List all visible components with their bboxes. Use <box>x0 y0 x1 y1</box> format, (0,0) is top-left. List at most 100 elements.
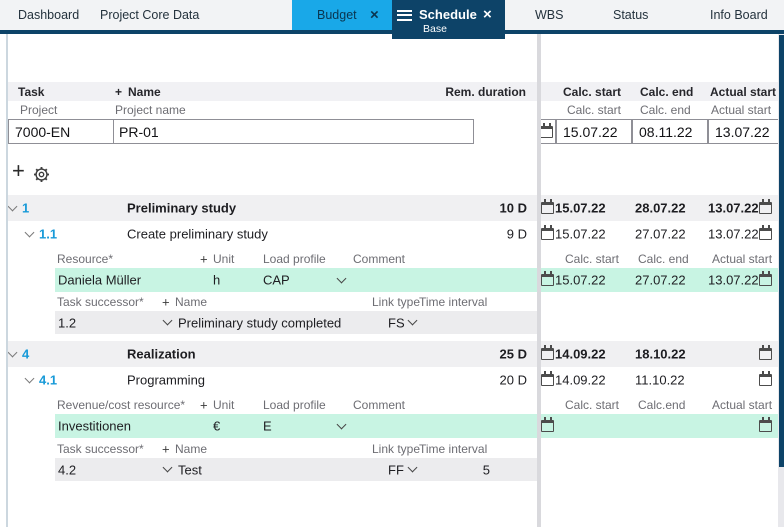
resource-label: Resource* <box>57 251 114 266</box>
add-successor-icon[interactable]: + <box>162 441 170 456</box>
task-row-1-1[interactable]: 1.1 Create preliminary study 9 D 15.07.2… <box>0 221 784 247</box>
project-calc-start-field[interactable]: 15.07.22 <box>556 119 632 144</box>
panel-splitter[interactable] <box>537 34 541 527</box>
col-actual-start: Actual start <box>710 84 777 99</box>
calendar-icon[interactable] <box>759 345 772 360</box>
calc-end-value: 27.07.22 <box>635 272 686 288</box>
calc-start-value: 14.09.22 <box>555 346 606 362</box>
unit-label: Unit <box>213 251 235 266</box>
actual-start-value: 13.07.22 <box>708 200 759 216</box>
calendar-icon[interactable] <box>540 122 553 138</box>
calendar-icon[interactable] <box>759 371 772 386</box>
project-actual-start-field[interactable]: 13.07.22 <box>708 119 779 144</box>
calc-start-sublabel: Calc. start <box>567 103 622 117</box>
link-type-label: Link type <box>372 295 421 309</box>
tab-schedule[interactable]: Schedule × Base <box>392 0 505 39</box>
calendar-icon[interactable] <box>759 199 772 214</box>
calendar-icon[interactable] <box>759 271 772 286</box>
add-successor-icon[interactable]: + <box>162 294 170 310</box>
collapse-icon[interactable] <box>7 201 18 211</box>
task-number: 1 <box>22 200 30 216</box>
project-calc-end-field[interactable]: 08.11.22 <box>632 119 708 144</box>
task-row-1[interactable]: 1 Preliminary study 10 D 15.07.22 28.07.… <box>0 195 784 221</box>
field-divider <box>113 120 114 143</box>
calc-end-value: 11.10.22 <box>635 372 685 388</box>
panel-left-border <box>6 34 8 527</box>
vertical-scrollbar[interactable] <box>778 34 784 527</box>
tab-project-core-data[interactable]: Project Core Data <box>100 8 200 22</box>
add-column-icon[interactable]: + <box>115 84 123 99</box>
calendar-icon[interactable] <box>541 271 554 286</box>
calendar-icon[interactable] <box>541 225 554 240</box>
task-row-4-1[interactable]: 4.1 Programming 20 D 14.09.22 11.10.22 <box>0 367 784 393</box>
load-profile-label: Load profile <box>263 251 326 266</box>
project-id-field[interactable]: 7000-EN <box>15 123 71 140</box>
task-name: Realization <box>127 346 196 362</box>
menu-icon[interactable] <box>397 10 412 21</box>
successor-header-row: Task successor* + Name Link type Time in… <box>0 439 784 458</box>
grid-header-row: Task + Name Rem. duration Calc. start Ca… <box>0 82 784 101</box>
project-input-row: 7000-EN PR-01 15.07.22 08.11.22 13.07.22 <box>0 119 784 144</box>
resource-row[interactable]: Daniela Müller h CAP 15.07.22 27.07.22 1… <box>0 268 784 292</box>
calc-end-value: 27.07.22 <box>635 226 686 242</box>
tab-status[interactable]: Status <box>613 8 649 22</box>
comment-label: Comment <box>353 251 406 266</box>
calendar-icon[interactable] <box>541 199 554 214</box>
unit-label: Unit <box>213 397 235 412</box>
resource-name: Daniela Müller <box>58 272 142 288</box>
link-type-value: FF <box>388 462 404 477</box>
col-task: Task <box>18 84 45 99</box>
calc-start-value: 15.07.22 <box>555 200 606 216</box>
actual-start-sublabel: Actual start <box>712 397 773 412</box>
calc-start-value: 15.07.22 <box>555 272 606 288</box>
time-interval-value: 5 <box>482 462 490 477</box>
calendar-icon[interactable] <box>541 371 554 386</box>
successor-row[interactable]: 4.2 Test FF 5 <box>0 458 784 481</box>
col-name: Name <box>128 84 161 99</box>
tab-schedule-sublabel: Base <box>423 23 447 35</box>
col-calc-end: Calc. end <box>640 84 694 99</box>
collapse-icon[interactable] <box>24 227 35 237</box>
task-name: Create preliminary study <box>127 226 268 242</box>
project-name-label: Project name <box>115 103 186 117</box>
task-row-4[interactable]: 4 Realization 25 D 14.09.22 18.10.22 <box>0 341 784 367</box>
tab-budget[interactable]: Budget × <box>292 0 392 30</box>
calendar-icon[interactable] <box>759 225 772 240</box>
project-id-name-box: 7000-EN PR-01 <box>8 119 474 144</box>
actual-start-value: 13.07.22 <box>708 226 759 242</box>
add-resource-icon[interactable]: + <box>200 397 208 412</box>
calc-end-sublabel: Calc. end <box>640 103 691 117</box>
gear-icon[interactable] <box>33 166 50 188</box>
add-resource-icon[interactable]: + <box>200 251 208 266</box>
scrollbar-thumb[interactable] <box>779 35 784 467</box>
name-label: Name <box>175 295 208 309</box>
link-type-label: Link type <box>372 441 421 456</box>
load-profile-label: Load profile <box>263 397 326 412</box>
revenue-resource-row[interactable]: Investitionen € E <box>0 414 784 438</box>
task-duration: 20 D <box>499 372 527 388</box>
load-profile-value: CAP <box>263 272 290 288</box>
task-number: 4.1 <box>39 372 58 388</box>
collapse-icon[interactable] <box>24 373 35 383</box>
calc-end-sublabel: Calc. end <box>638 251 689 266</box>
calendar-icon[interactable] <box>759 417 772 432</box>
tab-budget-label: Budget <box>317 8 357 22</box>
calendar-icon[interactable] <box>541 417 554 432</box>
project-name-field[interactable]: PR-01 <box>119 123 159 140</box>
successor-row[interactable]: 1.2 Preliminary study completed FS <box>0 311 784 334</box>
task-duration: 10 D <box>499 200 527 216</box>
task-successor-label: Task successor* <box>57 441 144 456</box>
tab-wbs[interactable]: WBS <box>535 8 564 22</box>
close-budget-tab-icon[interactable]: × <box>370 6 379 24</box>
calc-start-sublabel: Calc. start <box>565 251 620 266</box>
tab-dashboard[interactable]: Dashboard <box>18 8 80 22</box>
tab-info-board[interactable]: Info Board <box>710 8 768 22</box>
close-schedule-tab-icon[interactable]: × <box>483 6 492 23</box>
collapse-icon[interactable] <box>7 347 18 357</box>
add-task-button[interactable]: + <box>12 158 25 183</box>
revenue-resource-header-row: Revenue/cost resource* + Unit Load profi… <box>0 395 784 414</box>
time-interval-label: Time interval <box>419 295 488 309</box>
col-rem-duration: Rem. duration <box>445 84 526 99</box>
calendar-icon[interactable] <box>541 345 554 360</box>
